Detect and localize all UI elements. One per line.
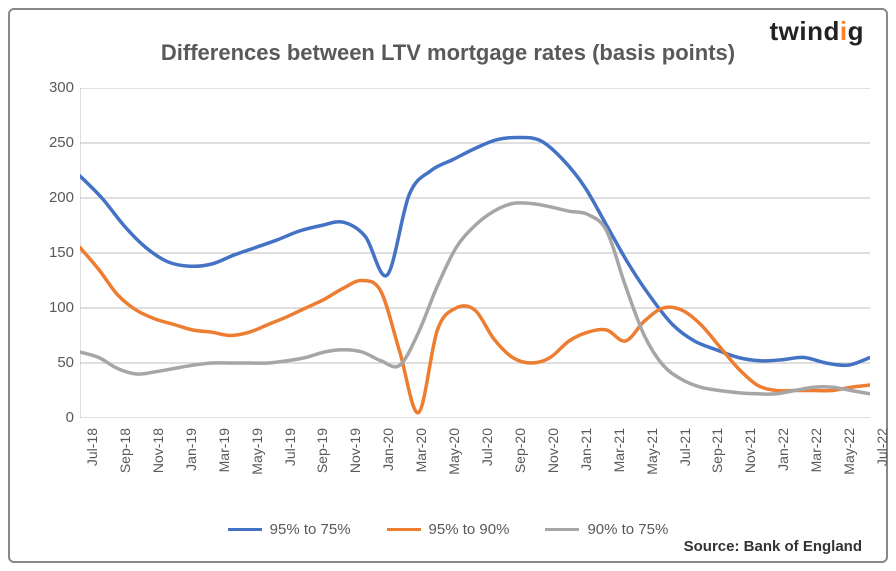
x-tick-label: Nov-21 [742, 428, 758, 508]
line-chart [80, 88, 870, 418]
legend-label: 90% to 75% [587, 521, 668, 538]
x-tick-label: Mar-20 [413, 428, 429, 508]
x-tick-label: May-22 [841, 428, 857, 508]
x-tick-label: Sep-18 [117, 428, 133, 508]
x-tick-label: May-20 [446, 428, 462, 508]
legend-item: 90% to 75% [545, 521, 668, 538]
y-tick-label: 0 [26, 409, 74, 426]
x-tick-label: May-21 [644, 428, 660, 508]
x-tick-label: Mar-22 [808, 428, 824, 508]
x-tick-label: Jan-20 [380, 428, 396, 508]
x-tick-label: Mar-19 [216, 428, 232, 508]
y-tick-label: 100 [26, 299, 74, 316]
x-tick-label: Jan-22 [775, 428, 791, 508]
x-tick-label: Nov-20 [545, 428, 561, 508]
legend-label: 95% to 90% [429, 521, 510, 538]
legend: 95% to 75% 95% to 90% 90% to 75% [10, 518, 886, 538]
x-tick-label: Nov-19 [347, 428, 363, 508]
source-label: Source: Bank of England [684, 538, 862, 555]
legend-item: 95% to 90% [387, 521, 510, 538]
chart-title: Differences between LTV mortgage rates (… [10, 40, 886, 66]
x-tick-label: Jul-22 [874, 428, 890, 508]
x-tick-label: Jan-21 [578, 428, 594, 508]
legend-swatch [545, 528, 579, 531]
y-tick-label: 300 [26, 79, 74, 96]
chart-frame: twindig Differences between LTV mortgage… [8, 8, 888, 563]
y-tick-label: 200 [26, 189, 74, 206]
legend-label: 95% to 75% [270, 521, 351, 538]
legend-swatch [387, 528, 421, 531]
y-tick-label: 150 [26, 244, 74, 261]
y-tick-label: 250 [26, 134, 74, 151]
x-tick-label: Nov-18 [150, 428, 166, 508]
legend-item: 95% to 75% [228, 521, 351, 538]
y-tick-label: 50 [26, 354, 74, 371]
x-tick-label: Jan-19 [183, 428, 199, 508]
x-tick-label: Sep-20 [512, 428, 528, 508]
x-tick-label: Mar-21 [611, 428, 627, 508]
x-tick-label: Sep-19 [314, 428, 330, 508]
x-tick-label: Jul-20 [479, 428, 495, 508]
x-tick-label: May-19 [249, 428, 265, 508]
x-tick-label: Jul-18 [84, 428, 100, 508]
x-tick-label: Sep-21 [709, 428, 725, 508]
x-tick-label: Jul-19 [282, 428, 298, 508]
x-tick-label: Jul-21 [677, 428, 693, 508]
legend-swatch [228, 528, 262, 531]
